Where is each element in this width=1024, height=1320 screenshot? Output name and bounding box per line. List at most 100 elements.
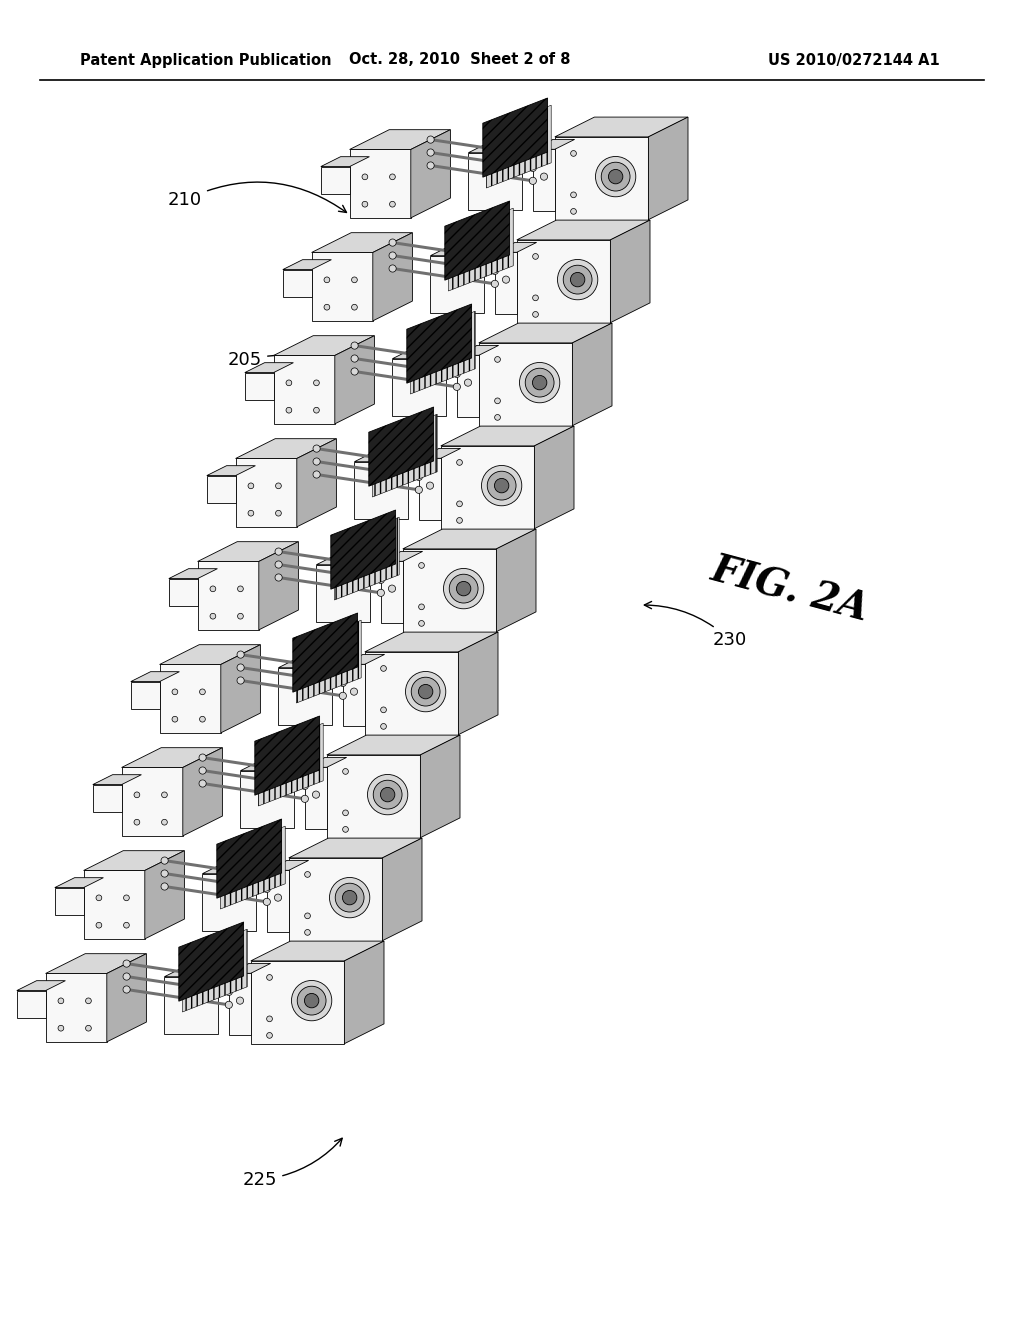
Polygon shape xyxy=(444,201,510,280)
Polygon shape xyxy=(479,343,572,425)
Circle shape xyxy=(161,857,168,865)
Circle shape xyxy=(313,471,321,478)
Polygon shape xyxy=(457,346,499,355)
Circle shape xyxy=(237,651,244,659)
Polygon shape xyxy=(411,129,451,218)
Text: Patent Application Publication: Patent Application Publication xyxy=(80,53,332,67)
Polygon shape xyxy=(407,304,472,383)
Circle shape xyxy=(495,356,501,362)
Circle shape xyxy=(301,783,308,789)
Circle shape xyxy=(570,191,577,198)
Polygon shape xyxy=(289,858,382,941)
Circle shape xyxy=(312,791,319,799)
Polygon shape xyxy=(555,137,648,219)
Polygon shape xyxy=(169,578,198,606)
Circle shape xyxy=(381,788,395,801)
Polygon shape xyxy=(93,775,141,784)
Polygon shape xyxy=(517,240,610,322)
Polygon shape xyxy=(311,252,373,321)
Polygon shape xyxy=(534,149,555,211)
Polygon shape xyxy=(421,735,460,838)
Text: 225: 225 xyxy=(243,1138,342,1189)
Circle shape xyxy=(427,149,434,156)
Polygon shape xyxy=(207,466,255,475)
Polygon shape xyxy=(84,850,184,870)
Circle shape xyxy=(362,202,368,207)
Polygon shape xyxy=(381,552,423,561)
Circle shape xyxy=(172,717,178,722)
Circle shape xyxy=(324,277,330,282)
Circle shape xyxy=(532,375,547,389)
Polygon shape xyxy=(440,446,535,529)
Circle shape xyxy=(275,483,282,488)
Polygon shape xyxy=(255,715,319,795)
Polygon shape xyxy=(311,232,413,252)
Polygon shape xyxy=(430,244,508,256)
Polygon shape xyxy=(344,941,384,1044)
Polygon shape xyxy=(220,826,286,909)
Polygon shape xyxy=(440,426,574,446)
Circle shape xyxy=(419,620,424,626)
Circle shape xyxy=(237,664,244,671)
Circle shape xyxy=(199,767,206,774)
Circle shape xyxy=(324,305,330,310)
Polygon shape xyxy=(297,438,337,527)
Circle shape xyxy=(275,548,283,556)
Polygon shape xyxy=(283,260,332,269)
Text: 210: 210 xyxy=(168,182,346,213)
Polygon shape xyxy=(259,541,298,630)
Circle shape xyxy=(96,923,101,928)
Circle shape xyxy=(570,272,585,286)
Circle shape xyxy=(377,577,384,583)
Polygon shape xyxy=(369,407,433,486)
Circle shape xyxy=(297,986,326,1015)
Polygon shape xyxy=(382,838,422,941)
Circle shape xyxy=(313,408,319,413)
Polygon shape xyxy=(459,632,498,735)
Circle shape xyxy=(301,795,308,803)
Polygon shape xyxy=(122,747,222,767)
Polygon shape xyxy=(169,569,217,578)
Circle shape xyxy=(266,1016,272,1022)
Circle shape xyxy=(454,358,461,364)
Polygon shape xyxy=(343,655,385,664)
Text: 230: 230 xyxy=(644,602,748,649)
Circle shape xyxy=(342,891,356,904)
Circle shape xyxy=(368,775,408,814)
Circle shape xyxy=(161,870,168,878)
Circle shape xyxy=(58,1026,63,1031)
Polygon shape xyxy=(273,335,375,355)
Circle shape xyxy=(487,471,516,500)
Polygon shape xyxy=(373,232,413,321)
Circle shape xyxy=(596,157,636,197)
Polygon shape xyxy=(496,252,517,314)
Circle shape xyxy=(305,871,310,878)
Circle shape xyxy=(266,1032,272,1039)
Polygon shape xyxy=(16,990,46,1018)
Polygon shape xyxy=(468,153,522,210)
Circle shape xyxy=(529,177,537,185)
Circle shape xyxy=(532,312,539,317)
Circle shape xyxy=(419,605,424,610)
Circle shape xyxy=(381,708,386,713)
Circle shape xyxy=(525,368,554,397)
Polygon shape xyxy=(279,668,333,725)
Circle shape xyxy=(225,1002,232,1008)
Polygon shape xyxy=(283,269,311,297)
Polygon shape xyxy=(534,140,574,149)
Polygon shape xyxy=(16,981,66,990)
Circle shape xyxy=(519,363,560,403)
Polygon shape xyxy=(457,355,479,417)
Circle shape xyxy=(134,792,140,797)
Polygon shape xyxy=(229,973,251,1035)
Polygon shape xyxy=(365,652,459,735)
Polygon shape xyxy=(46,973,106,1041)
Polygon shape xyxy=(203,862,281,874)
Circle shape xyxy=(335,883,365,912)
Circle shape xyxy=(86,998,91,1003)
Circle shape xyxy=(305,929,310,936)
Circle shape xyxy=(454,371,461,378)
Polygon shape xyxy=(198,561,259,630)
Circle shape xyxy=(351,342,358,350)
Text: 205: 205 xyxy=(228,351,372,378)
